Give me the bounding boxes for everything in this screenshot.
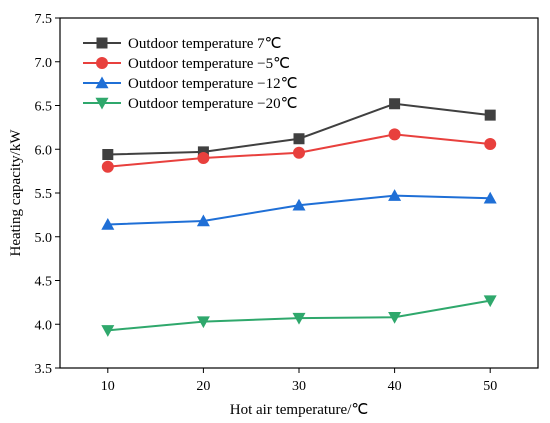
plot-area: 10 20 30 40 50 3.5 4.0 4.5 5.0 5.5 6.0 6.5 7.0 7.5 Out…: [35, 12, 539, 394]
data-point: [292, 312, 306, 325]
data-point: [483, 295, 497, 308]
x-tick-label: 30: [292, 379, 306, 394]
data-point: [484, 138, 497, 150]
data-point: [101, 218, 115, 230]
data-point: [389, 98, 401, 110]
legend-marker-1: [96, 37, 108, 49]
legend-label-4: Outdoor temperature −20℃: [128, 96, 297, 112]
x-tick-label: 20: [196, 379, 210, 394]
y-tick-label: 6.0: [35, 143, 53, 158]
data-point: [293, 133, 305, 145]
y-tick-label: 6.5: [35, 100, 53, 115]
data-point: [293, 146, 305, 159]
x-tick-label: 50: [483, 379, 497, 394]
legend-marker-4: [95, 97, 109, 110]
legend-label-3: Outdoor temperature −12℃: [128, 76, 297, 92]
y-tick-label: 7.5: [35, 12, 53, 27]
data-point: [483, 191, 497, 204]
y-tick-label: 5.5: [35, 187, 53, 202]
x-axis-title: Hot air temperature/℃: [230, 402, 368, 418]
y-tick-label: 3.5: [35, 362, 53, 377]
data-point: [101, 160, 114, 173]
data-point: [388, 312, 402, 324]
y-tick-label: 7.0: [35, 56, 53, 71]
data-point: [388, 128, 401, 141]
data-point: [197, 152, 210, 164]
legend-marker-2: [96, 57, 108, 69]
data-point: [292, 198, 306, 211]
data-point: [101, 325, 115, 337]
data-point: [196, 214, 210, 227]
data-point: [196, 316, 210, 329]
data-point: [484, 109, 496, 121]
legend-label-2: Outdoor temperature −5℃: [128, 56, 290, 72]
legend-marker-3: [95, 76, 109, 89]
y-tick-label: 4.5: [35, 275, 53, 290]
data-point: [388, 189, 402, 201]
y-tick-label: 4.0: [35, 318, 53, 333]
data-point: [102, 149, 114, 160]
legend-label-1: Outdoor temperature 7℃: [128, 36, 281, 52]
x-tick-label: 10: [101, 379, 115, 394]
y-axis-title: Heating capacity/kW: [8, 129, 24, 257]
x-tick-label: 40: [388, 379, 402, 394]
data-point: [197, 146, 209, 158]
y-tick-label: 5.0: [35, 231, 53, 246]
